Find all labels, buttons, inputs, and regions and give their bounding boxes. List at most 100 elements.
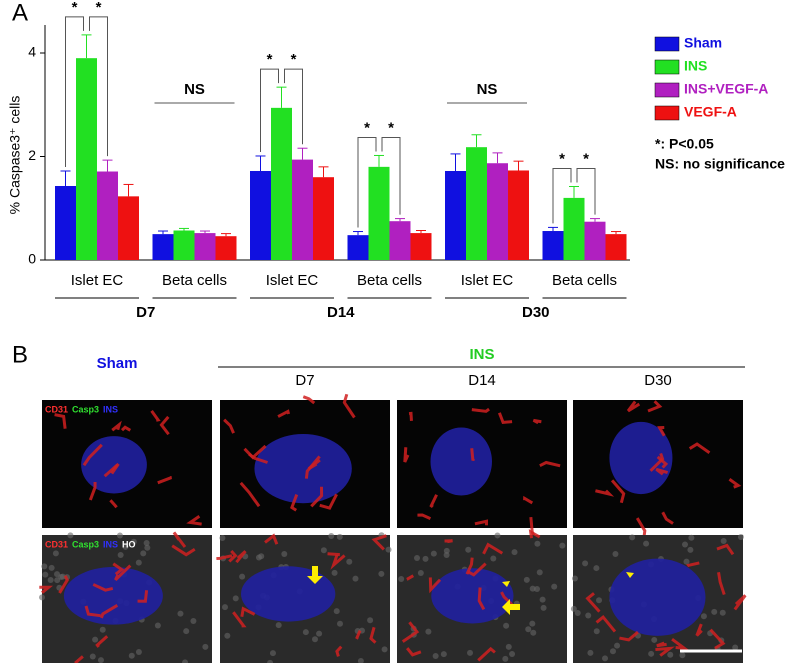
nucleus (494, 532, 501, 539)
nucleus (54, 571, 61, 578)
vessel (277, 409, 291, 418)
nucleus (58, 574, 65, 580)
stain-label: Casp3 (72, 539, 99, 549)
bar (508, 170, 529, 260)
nucleus (381, 646, 388, 653)
vessel (54, 413, 67, 429)
nucleus (239, 573, 246, 580)
vessel (686, 561, 700, 568)
significance-bracket (65, 16, 84, 167)
significance-label: * (559, 150, 565, 167)
vessel (172, 531, 187, 548)
micrograph (570, 533, 747, 663)
significance-bracket (552, 168, 572, 224)
vessel (408, 411, 413, 421)
timepoint-label: D30 (644, 372, 672, 389)
vessel (626, 400, 641, 413)
nucleus (422, 555, 429, 562)
nucleus (425, 628, 432, 635)
nucleus (614, 642, 621, 649)
vessel (223, 418, 235, 434)
nucleus (700, 613, 707, 620)
nucleus (219, 534, 226, 541)
micrograph (397, 400, 567, 539)
vessel (342, 393, 356, 419)
vessel (327, 552, 340, 557)
vessel (307, 458, 321, 471)
significance-label: * (267, 51, 273, 68)
arrow (502, 599, 520, 615)
ins-header: INS (469, 346, 494, 363)
vessel (39, 585, 53, 594)
vessel (330, 554, 346, 570)
nucleus (117, 552, 124, 559)
nucleus (346, 558, 353, 565)
vessel (444, 539, 453, 544)
vessel (58, 575, 69, 594)
nucleus (89, 653, 96, 660)
vessel (585, 592, 601, 613)
significance-label: * (364, 119, 370, 136)
bar (76, 58, 97, 260)
nucleus (221, 604, 228, 611)
legend-label: Sham (684, 35, 722, 51)
nucleus (679, 652, 686, 659)
nucleus (525, 626, 532, 633)
vessel (688, 442, 711, 454)
islet (63, 566, 163, 625)
nucleus (281, 551, 288, 558)
nucleus (503, 622, 510, 629)
nucleus (559, 542, 566, 549)
x-tick-label: Beta cells (552, 272, 617, 289)
bar (118, 196, 139, 260)
vessel (304, 455, 321, 479)
nucleus (467, 649, 474, 656)
nucleus (67, 532, 74, 539)
nucleus (536, 569, 543, 576)
bar (605, 234, 627, 260)
vessel (159, 415, 170, 436)
nucleus (443, 551, 450, 558)
nucleus (511, 549, 518, 556)
vessel (406, 647, 422, 657)
bar (250, 170, 271, 260)
bar (271, 107, 292, 260)
vessel (471, 407, 490, 413)
nucleus (183, 628, 190, 635)
nucleus (39, 594, 46, 601)
nucleus (331, 569, 338, 576)
significance-label: * (72, 0, 78, 16)
vessel (595, 614, 617, 633)
nucleus (540, 604, 547, 611)
micrograph (216, 532, 392, 666)
note: *: P<0.05 (655, 136, 714, 152)
bar (55, 185, 76, 260)
nucleus (398, 576, 405, 583)
note: NS: no significance (655, 156, 785, 172)
nucleus (130, 538, 137, 545)
vessel (114, 564, 132, 581)
micrograph (573, 400, 743, 539)
vessel (528, 529, 541, 539)
vessel (112, 562, 125, 576)
vessel (474, 519, 489, 526)
nucleus (574, 609, 581, 616)
arrowhead (502, 581, 510, 587)
significance-label: * (96, 0, 102, 16)
islet (81, 436, 147, 494)
stain-label: HO (122, 539, 136, 549)
vessel (302, 395, 316, 405)
legend-swatch (654, 82, 680, 98)
legend-swatch (654, 105, 680, 121)
nucleus (275, 622, 282, 629)
nucleus (711, 608, 718, 615)
timepoint-label: D7 (295, 372, 314, 389)
vessel (657, 426, 666, 437)
vessel (619, 630, 639, 642)
nucleus (177, 610, 184, 617)
legend-label: INS+VEGF-A (684, 81, 768, 97)
significance-bracket (576, 168, 596, 215)
vessel (171, 544, 196, 557)
nucleus (509, 650, 516, 657)
vessel (649, 452, 665, 472)
